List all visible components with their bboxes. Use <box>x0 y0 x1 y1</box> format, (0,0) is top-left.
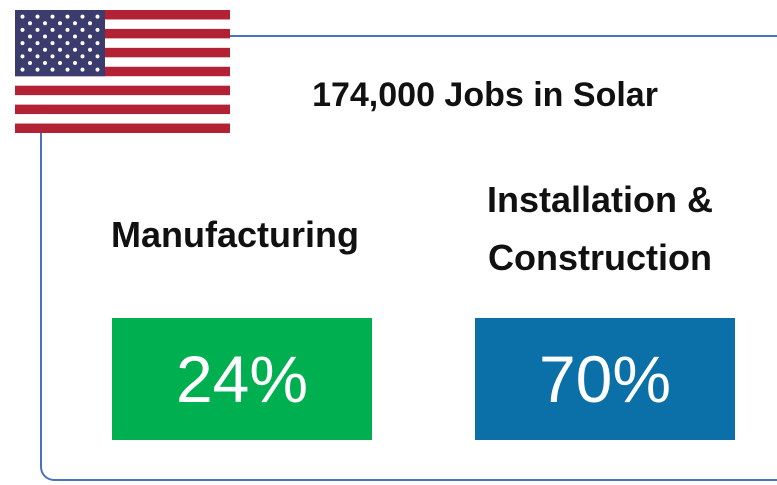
flag-star <box>43 60 47 65</box>
flag-star <box>35 41 40 46</box>
flag-star <box>20 41 25 46</box>
flag-star <box>80 27 85 32</box>
flag-stripe <box>15 47 230 58</box>
flag-star <box>35 54 40 59</box>
flag-star <box>73 47 77 52</box>
flag-star <box>65 67 70 72</box>
panel-frame <box>40 35 777 481</box>
flag-star <box>65 54 70 59</box>
flag-stripe <box>15 19 230 30</box>
flag-star <box>65 14 70 19</box>
flag-stripe <box>15 28 230 39</box>
flag-star <box>88 34 92 39</box>
flag-star <box>95 41 100 46</box>
flag-stripe <box>15 57 230 68</box>
flag-star <box>58 34 62 39</box>
flag-star <box>28 34 32 39</box>
flag-stripe <box>15 10 230 20</box>
flag-stripe <box>15 95 230 105</box>
flag-star <box>95 27 100 32</box>
section-label: Installation & Construction <box>486 179 714 278</box>
flag-star <box>50 27 55 32</box>
flag-star <box>35 14 40 19</box>
flag-star <box>73 60 77 65</box>
us-flag <box>15 10 230 133</box>
flag-star <box>35 27 40 32</box>
flag-star <box>80 67 85 72</box>
flag-stripe <box>15 104 230 115</box>
flag-stripe <box>15 85 230 96</box>
flag-star <box>20 54 25 59</box>
flag-star <box>43 34 47 39</box>
flag-star <box>80 41 85 46</box>
flag-star <box>80 54 85 59</box>
flag-canton <box>15 10 105 77</box>
flag-star <box>20 27 25 32</box>
flag-star <box>65 27 70 32</box>
flag-star <box>88 21 92 26</box>
value-box: 70% <box>475 318 735 440</box>
flag-stripe <box>15 66 230 77</box>
flag-star <box>20 14 25 19</box>
flag-star <box>50 41 55 46</box>
flag-star <box>50 54 55 59</box>
flag-stripe <box>15 38 230 49</box>
flag-stripe <box>15 114 230 124</box>
flag-star <box>28 21 32 26</box>
flag-star <box>65 41 70 46</box>
flag-star <box>43 47 47 52</box>
flag-star <box>20 67 25 72</box>
flag-stripe <box>15 76 230 86</box>
flag-star <box>95 67 100 72</box>
flag-star <box>43 21 47 26</box>
flag-star <box>88 60 92 65</box>
flag-star <box>88 47 92 52</box>
flag-star <box>50 67 55 72</box>
flag-star <box>73 34 77 39</box>
flag-star <box>58 47 62 52</box>
flag-star <box>95 14 100 19</box>
flag-stripe <box>15 123 230 133</box>
flag-star <box>73 21 77 26</box>
flag-star <box>58 60 62 65</box>
title: 174,000 Jobs in Solar <box>312 76 658 114</box>
flag-star <box>50 14 55 19</box>
flag-star <box>58 21 62 26</box>
flag-star <box>80 14 85 19</box>
flag-star <box>28 47 32 52</box>
flag-star <box>28 60 32 65</box>
section-label: Manufacturing <box>111 214 359 255</box>
value-box: 24% <box>112 318 372 440</box>
flag-star <box>95 54 100 59</box>
flag-star <box>35 67 40 72</box>
